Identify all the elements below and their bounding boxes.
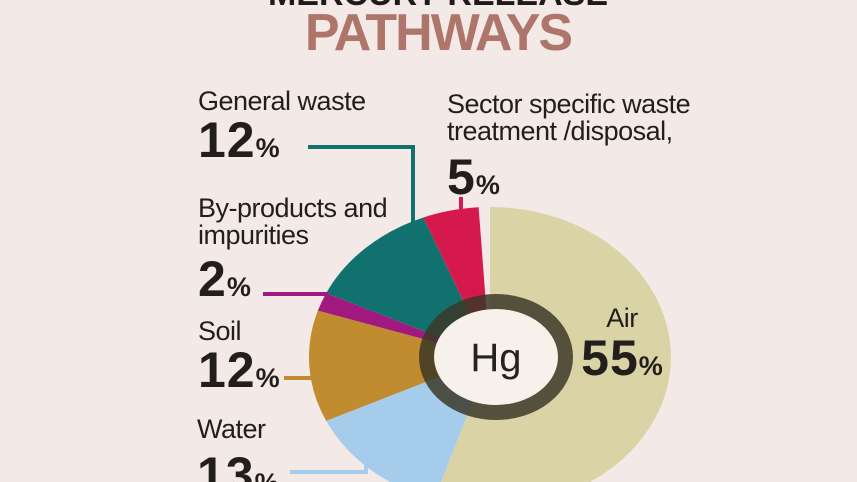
callout-air: Air 55% — [572, 303, 672, 396]
callout-label: By-products and — [198, 193, 388, 223]
hg-center-label: Hg — [470, 336, 521, 380]
callout-soil: Soil 12% — [198, 318, 280, 408]
callout-general-waste: General waste 12% — [198, 88, 366, 178]
callout-value: 13% — [197, 447, 279, 482]
callout-water: Water 13% — [197, 416, 279, 482]
title-line-pathways: PATHWAYS — [304, 4, 573, 62]
callout-value: 5% — [447, 149, 500, 205]
callout-label: Soil — [198, 316, 242, 346]
callout-label: General waste — [198, 86, 366, 116]
callout-value: 12% — [198, 342, 280, 398]
callout-label: treatment /disposal, — [447, 116, 673, 146]
callout-value: 2% — [198, 251, 251, 307]
callout-label: Air — [606, 303, 638, 333]
water-leader-line — [290, 458, 368, 474]
pie-slice-soil — [308, 310, 490, 421]
general-waste-leader-line — [308, 145, 415, 222]
callout-label: Water — [197, 414, 266, 444]
donut-hole — [434, 309, 558, 405]
callout-sector-waste: Sector specific waste treatment /disposa… — [447, 89, 691, 215]
callout-label: Sector specific waste — [447, 89, 691, 119]
callout-label: impurities — [198, 220, 309, 250]
callout-value: 55% — [581, 330, 663, 386]
donut-ring — [419, 294, 573, 420]
callout-byproducts: By-products and impurities 2% — [198, 193, 388, 317]
title-line-mercury-release: MERCURY RELEASE — [253, 0, 623, 11]
callout-value: 12% — [198, 112, 280, 168]
